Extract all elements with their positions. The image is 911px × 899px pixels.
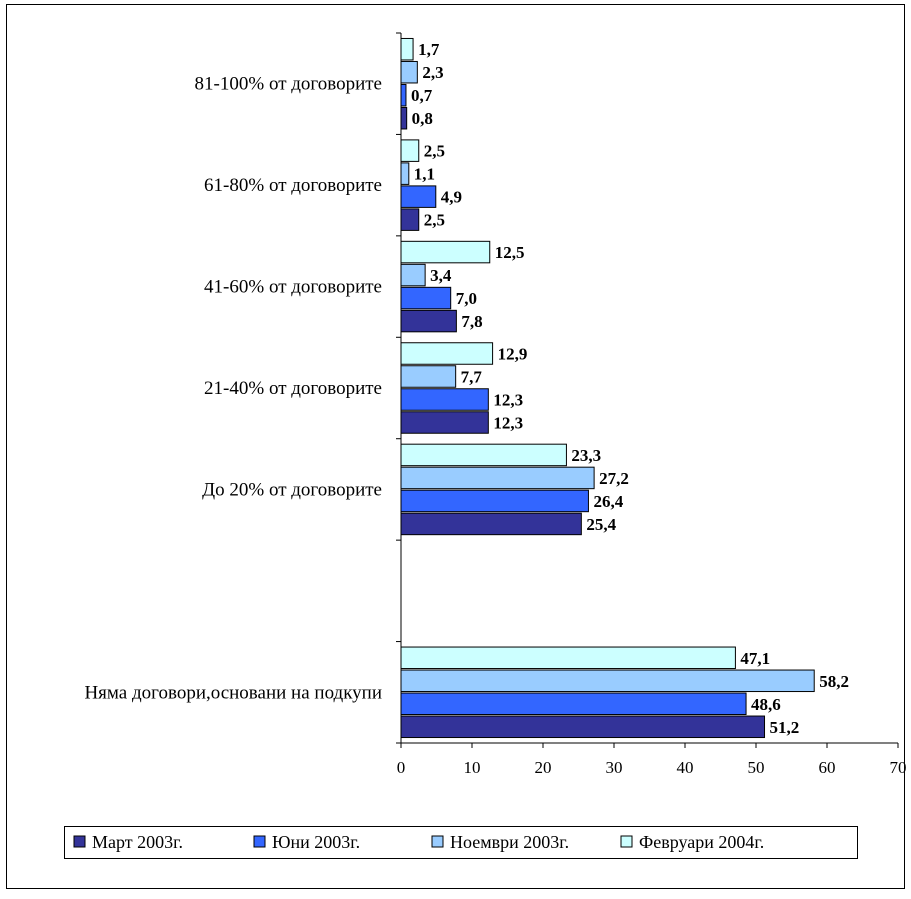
data-label: 7,8 [461,312,482,331]
legend: Март 2003г. Юни 2003г. Ноември 2003г. Февру… [64,826,858,859]
bar-юни-2003г.-1 [400,185,437,208]
bar-март-2003г.-6 [400,715,766,739]
data-label: 2,3 [422,63,443,82]
data-label: 48,6 [751,695,781,714]
data-label: 1,1 [414,165,435,184]
legend-label: Юни 2003г. [272,832,360,852]
x-tick-label: 50 [748,758,765,777]
data-label: 4,9 [441,188,462,207]
bars-layer [400,37,815,739]
data-label: 27,2 [599,469,629,488]
x-tick-label: 30 [606,758,623,777]
data-label: 0,7 [411,86,433,105]
data-label: 3,4 [430,266,452,285]
bar-февруари-2004г.-3 [400,342,494,365]
category-label: 41-60% от договорите [204,277,382,298]
bar-март-2003г.-2 [400,309,457,333]
data-label: 12,9 [498,345,528,364]
x-tick-label: 10 [464,758,481,777]
data-label: 2,5 [424,211,445,230]
data-label: 12,3 [493,391,523,410]
x-tick-label: 60 [819,758,836,777]
data-label: 51,2 [770,718,800,737]
bar-юни-2003г.-3 [400,388,489,411]
bar-ноември-2003г.-0 [400,60,418,84]
legend-label: Март 2003г. [92,832,183,852]
legend-swatch [73,835,86,848]
data-label: 58,2 [819,672,849,691]
category-label: 81-100% от договорите [195,74,382,95]
data-label: 7,0 [456,289,477,308]
axes-layer: 0 10 20 30 40 50 60 70 [396,32,907,777]
bar-февруари-2004г.-2 [400,240,491,264]
bar-юни-2003г.-2 [400,286,452,310]
bar-февруари-2004г.-4 [400,443,567,467]
data-label: 12,3 [493,414,523,433]
bar-ноември-2003г.-6 [400,669,815,693]
bar-ноември-2003г.-2 [400,263,426,287]
bar-юни-2003г.-6 [400,692,747,716]
bar-ноември-2003г.-1 [400,162,410,185]
category-label: 21-40% от договорите [204,378,382,399]
data-label: 2,5 [424,142,445,161]
data-label: 0,8 [412,109,433,128]
legend-label: Февруари 2004г. [639,832,764,852]
bar-март-2003г.-0 [400,106,408,130]
labels-layer: 1,7 2,3 0,7 0,8 81-100% от договорите 2,5 1,1 4… [84,40,849,737]
x-tick-label: 70 [890,758,907,777]
data-label: 1,7 [418,40,440,59]
category-label: Няма договори,основани на подкупи [84,682,382,703]
bar-февруари-2004г.-6 [400,646,736,670]
data-label: 47,1 [740,649,770,668]
data-label: 12,5 [495,243,525,262]
data-label: 7,7 [461,368,483,387]
legend-swatch [431,835,444,848]
x-tick-label: 0 [397,758,406,777]
legend-swatch [620,835,633,848]
data-label: 25,4 [586,515,616,534]
legend-box [64,826,858,859]
bar-февруари-2004г.-1 [400,139,420,162]
data-label: 26,4 [593,492,623,511]
bar-юни-2003г.-0 [400,83,407,107]
data-label: 23,3 [571,446,601,465]
bar-юни-2003г.-4 [400,489,589,513]
bar-ноември-2003г.-4 [400,466,595,490]
bar-март-2003г.-3 [400,411,489,434]
bar-февруари-2004г.-0 [400,37,414,61]
legend-swatch [253,835,266,848]
category-label: До 20% от договорите [202,479,382,500]
x-tick-label: 20 [535,758,552,777]
bar-март-2003г.-4 [400,512,582,536]
legend-label: Ноември 2003г. [450,832,569,852]
bar-ноември-2003г.-3 [400,365,457,388]
category-label: 61-80% от договорите [204,175,382,196]
bar-март-2003г.-1 [400,208,420,231]
x-tick-label: 40 [677,758,694,777]
